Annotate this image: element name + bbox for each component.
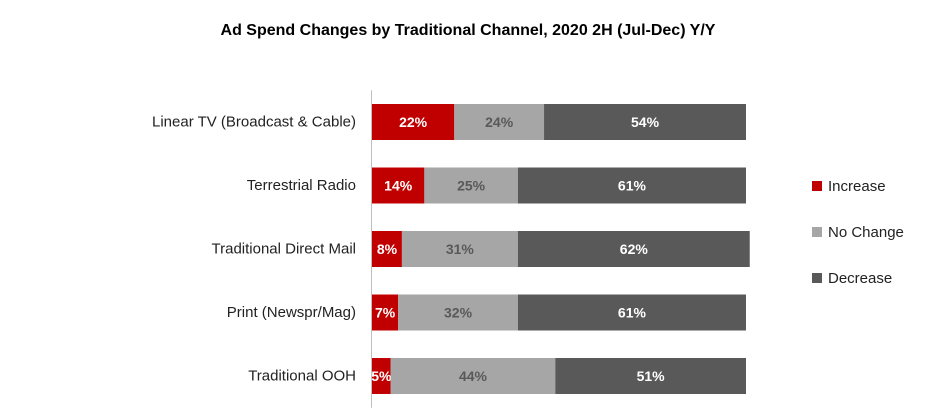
category-label-traditional-direct-mail: Traditional Direct Mail (212, 241, 357, 258)
bar-decrease-linear-tv-broadcast-cable (544, 104, 746, 140)
legend-label-increase: Increase (828, 177, 886, 195)
data-label-decrease-linear-tv-broadcast-cable: 54% (631, 114, 660, 130)
bar-no-change-traditional-direct-mail (401, 231, 518, 267)
category-label-linear-tv-broadcast-cable: Linear TV (Broadcast & Cable) (152, 114, 356, 131)
legend-item-increase: Increase (812, 177, 904, 195)
legend-label-decrease: Decrease (828, 269, 893, 287)
data-label-no-change-print-newspr-mag: 32% (444, 305, 473, 321)
data-label-increase-traditional-direct-mail: 8% (377, 241, 398, 257)
legend-item-decrease: Decrease (812, 269, 904, 287)
data-label-increase-traditional-ooh: 5% (371, 368, 392, 384)
category-label-terrestrial-radio: Terrestrial Radio (247, 177, 356, 194)
bar-increase-traditional-direct-mail (372, 231, 402, 267)
bar-no-change-traditional-ooh (390, 358, 556, 394)
legend: Increase No Change Decrease (812, 178, 904, 316)
data-label-no-change-traditional-ooh: 44% (459, 368, 488, 384)
bar-increase-linear-tv-broadcast-cable (372, 104, 455, 140)
data-label-increase-print-newspr-mag: 7% (375, 305, 396, 321)
bar-no-change-print-newspr-mag (398, 294, 518, 331)
data-label-decrease-terrestrial-radio: 61% (618, 178, 647, 194)
chart-title: Ad Spend Changes by Traditional Channel,… (220, 22, 716, 39)
data-label-decrease-traditional-direct-mail: 62% (620, 241, 649, 257)
data-label-increase-terrestrial-radio: 14% (384, 178, 413, 194)
bar-no-change-terrestrial-radio (424, 167, 518, 204)
bar-decrease-print-newspr-mag (517, 294, 746, 331)
category-label-print-newspr-mag: Print (Newspr/Mag) (227, 304, 356, 321)
bar-decrease-traditional-direct-mail (517, 231, 750, 267)
bar-increase-terrestrial-radio (372, 167, 425, 204)
bar-increase-traditional-ooh (372, 358, 391, 394)
legend-swatch-no-change (812, 227, 822, 237)
category-label-traditional-ooh: Traditional OOH (248, 368, 356, 385)
legend-swatch-increase (812, 181, 822, 191)
bar-decrease-traditional-ooh (555, 358, 746, 394)
data-label-decrease-traditional-ooh: 51% (637, 368, 666, 384)
data-label-no-change-linear-tv-broadcast-cable: 24% (485, 114, 514, 130)
bar-no-change-linear-tv-broadcast-cable (454, 104, 545, 140)
legend-label-no-change: No Change (828, 223, 904, 241)
data-label-decrease-print-newspr-mag: 61% (618, 305, 647, 321)
data-label-no-change-traditional-direct-mail: 31% (446, 241, 475, 257)
bar-increase-print-newspr-mag (372, 294, 399, 331)
bar-decrease-terrestrial-radio (517, 167, 746, 204)
legend-swatch-decrease (812, 273, 822, 283)
data-label-increase-linear-tv-broadcast-cable: 22% (399, 114, 428, 130)
data-label-no-change-terrestrial-radio: 25% (457, 178, 486, 194)
legend-item-no-change: No Change (812, 223, 904, 241)
